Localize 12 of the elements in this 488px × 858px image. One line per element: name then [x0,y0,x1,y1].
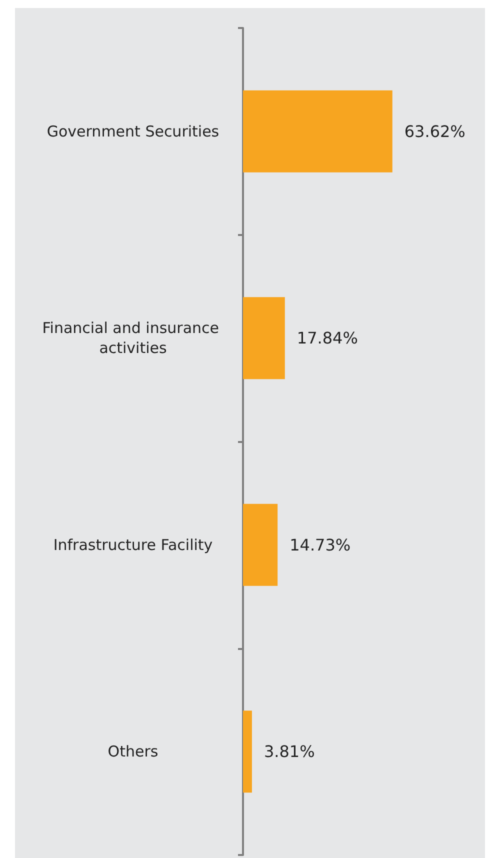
y-tick-label: Infrastructure Facility [53,536,213,554]
bar [243,710,252,793]
bar [243,90,392,172]
bar [243,297,285,380]
data-label: 17.84% [296,328,358,348]
y-tick-label: Financial and insurance activities [42,319,224,358]
y-tick-label: Others [108,742,158,761]
data-label: 63.62% [404,122,466,141]
y-tick-label: Government Securities [46,122,220,140]
data-label: 14.73% [290,535,351,554]
data-label: 3.81% [264,742,315,762]
bar [243,504,278,586]
